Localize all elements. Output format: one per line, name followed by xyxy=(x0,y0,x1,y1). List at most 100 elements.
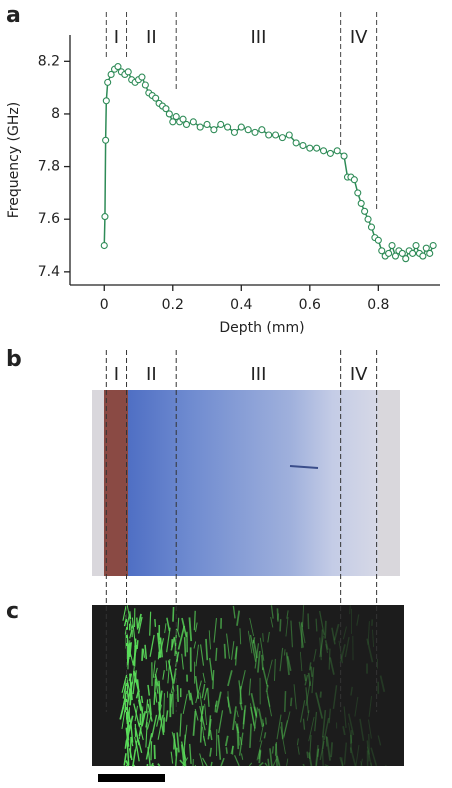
fiber xyxy=(303,764,304,766)
data-point xyxy=(259,127,265,133)
data-point xyxy=(314,145,320,151)
fiber xyxy=(316,619,317,632)
data-point xyxy=(351,177,357,183)
data-point xyxy=(279,135,285,141)
data-point xyxy=(103,98,109,104)
fiber xyxy=(263,633,264,642)
region-label: II xyxy=(146,27,157,48)
data-point xyxy=(341,153,347,159)
x-tick-label: 0 xyxy=(100,297,109,313)
x-tick-label: 0.4 xyxy=(230,297,252,313)
data-point xyxy=(410,250,416,256)
data-point xyxy=(427,250,433,256)
data-point xyxy=(300,143,306,149)
data-point xyxy=(204,121,210,127)
data-point xyxy=(307,145,313,151)
fiber xyxy=(285,691,286,712)
fiber xyxy=(152,763,153,766)
fiber xyxy=(213,670,214,689)
fiber xyxy=(308,613,309,629)
data-point xyxy=(375,237,381,243)
fiber xyxy=(331,742,332,757)
fiber xyxy=(151,741,152,760)
fiber xyxy=(137,640,138,649)
fiber xyxy=(226,747,227,754)
region-label: II xyxy=(146,364,157,385)
data-point xyxy=(197,124,203,130)
data-point xyxy=(403,256,409,262)
panel-label: c xyxy=(6,599,19,624)
data-point xyxy=(355,190,361,196)
data-point xyxy=(238,124,244,130)
fiber xyxy=(325,621,326,639)
data-point xyxy=(252,129,258,135)
y-axis-label: Frequency (GHz) xyxy=(6,102,22,218)
region-label: IV xyxy=(350,364,368,385)
data-point xyxy=(286,132,292,138)
data-point xyxy=(190,119,196,125)
region-label: III xyxy=(250,364,266,385)
region-label: III xyxy=(250,27,266,48)
data-point xyxy=(166,111,172,117)
fiber xyxy=(268,759,269,766)
fiber xyxy=(280,619,281,631)
y-tick-label: 7.6 xyxy=(38,211,60,227)
data-point xyxy=(368,224,374,230)
fiber xyxy=(291,698,292,706)
fiber xyxy=(272,746,273,753)
data-point xyxy=(139,74,145,80)
data-point xyxy=(413,243,419,249)
fiber xyxy=(262,655,263,670)
fiber xyxy=(126,765,127,766)
fiber xyxy=(216,701,217,707)
x-tick-label: 0.6 xyxy=(299,297,321,313)
data-point xyxy=(266,132,272,138)
data-point xyxy=(142,82,148,88)
fiber xyxy=(142,696,143,703)
fiber xyxy=(155,619,156,627)
data-point xyxy=(183,121,189,127)
data-point xyxy=(430,243,436,249)
x-tick-label: 0.8 xyxy=(367,297,389,313)
fiber xyxy=(277,608,278,621)
data-point xyxy=(358,200,364,206)
data-point xyxy=(231,129,237,135)
x-tick-label: 0.2 xyxy=(162,297,184,313)
data-point xyxy=(293,140,299,146)
region-label: I xyxy=(114,364,119,385)
fiber xyxy=(130,611,131,619)
fiber xyxy=(318,749,319,757)
fiber xyxy=(194,611,195,630)
fiber xyxy=(311,667,312,677)
data-point xyxy=(386,250,392,256)
data-point xyxy=(420,253,426,259)
data-point xyxy=(389,243,395,249)
y-tick-label: 8.2 xyxy=(38,53,60,69)
fiber xyxy=(323,750,324,766)
scale-bar xyxy=(98,774,165,782)
fiber xyxy=(225,644,226,659)
fiber xyxy=(142,649,143,661)
fiber xyxy=(239,732,240,746)
fiber xyxy=(307,752,308,758)
fiber xyxy=(211,762,212,766)
fiber xyxy=(173,607,174,622)
fiber xyxy=(178,685,179,702)
y-tick-label: 7.4 xyxy=(38,264,60,280)
surface-layer xyxy=(104,390,128,576)
fiber xyxy=(154,745,155,759)
fiber xyxy=(185,637,186,656)
fiber xyxy=(259,750,260,763)
data-point xyxy=(334,148,340,154)
data-point xyxy=(211,127,217,133)
data-point xyxy=(273,132,279,138)
fiber xyxy=(132,765,135,766)
fiber xyxy=(266,717,267,724)
data-point xyxy=(101,243,107,249)
x-axis-label: Depth (mm) xyxy=(219,320,304,336)
region-label: I xyxy=(114,27,119,48)
data-point xyxy=(125,69,131,75)
panel-label: a xyxy=(6,3,21,28)
data-point xyxy=(327,150,333,156)
